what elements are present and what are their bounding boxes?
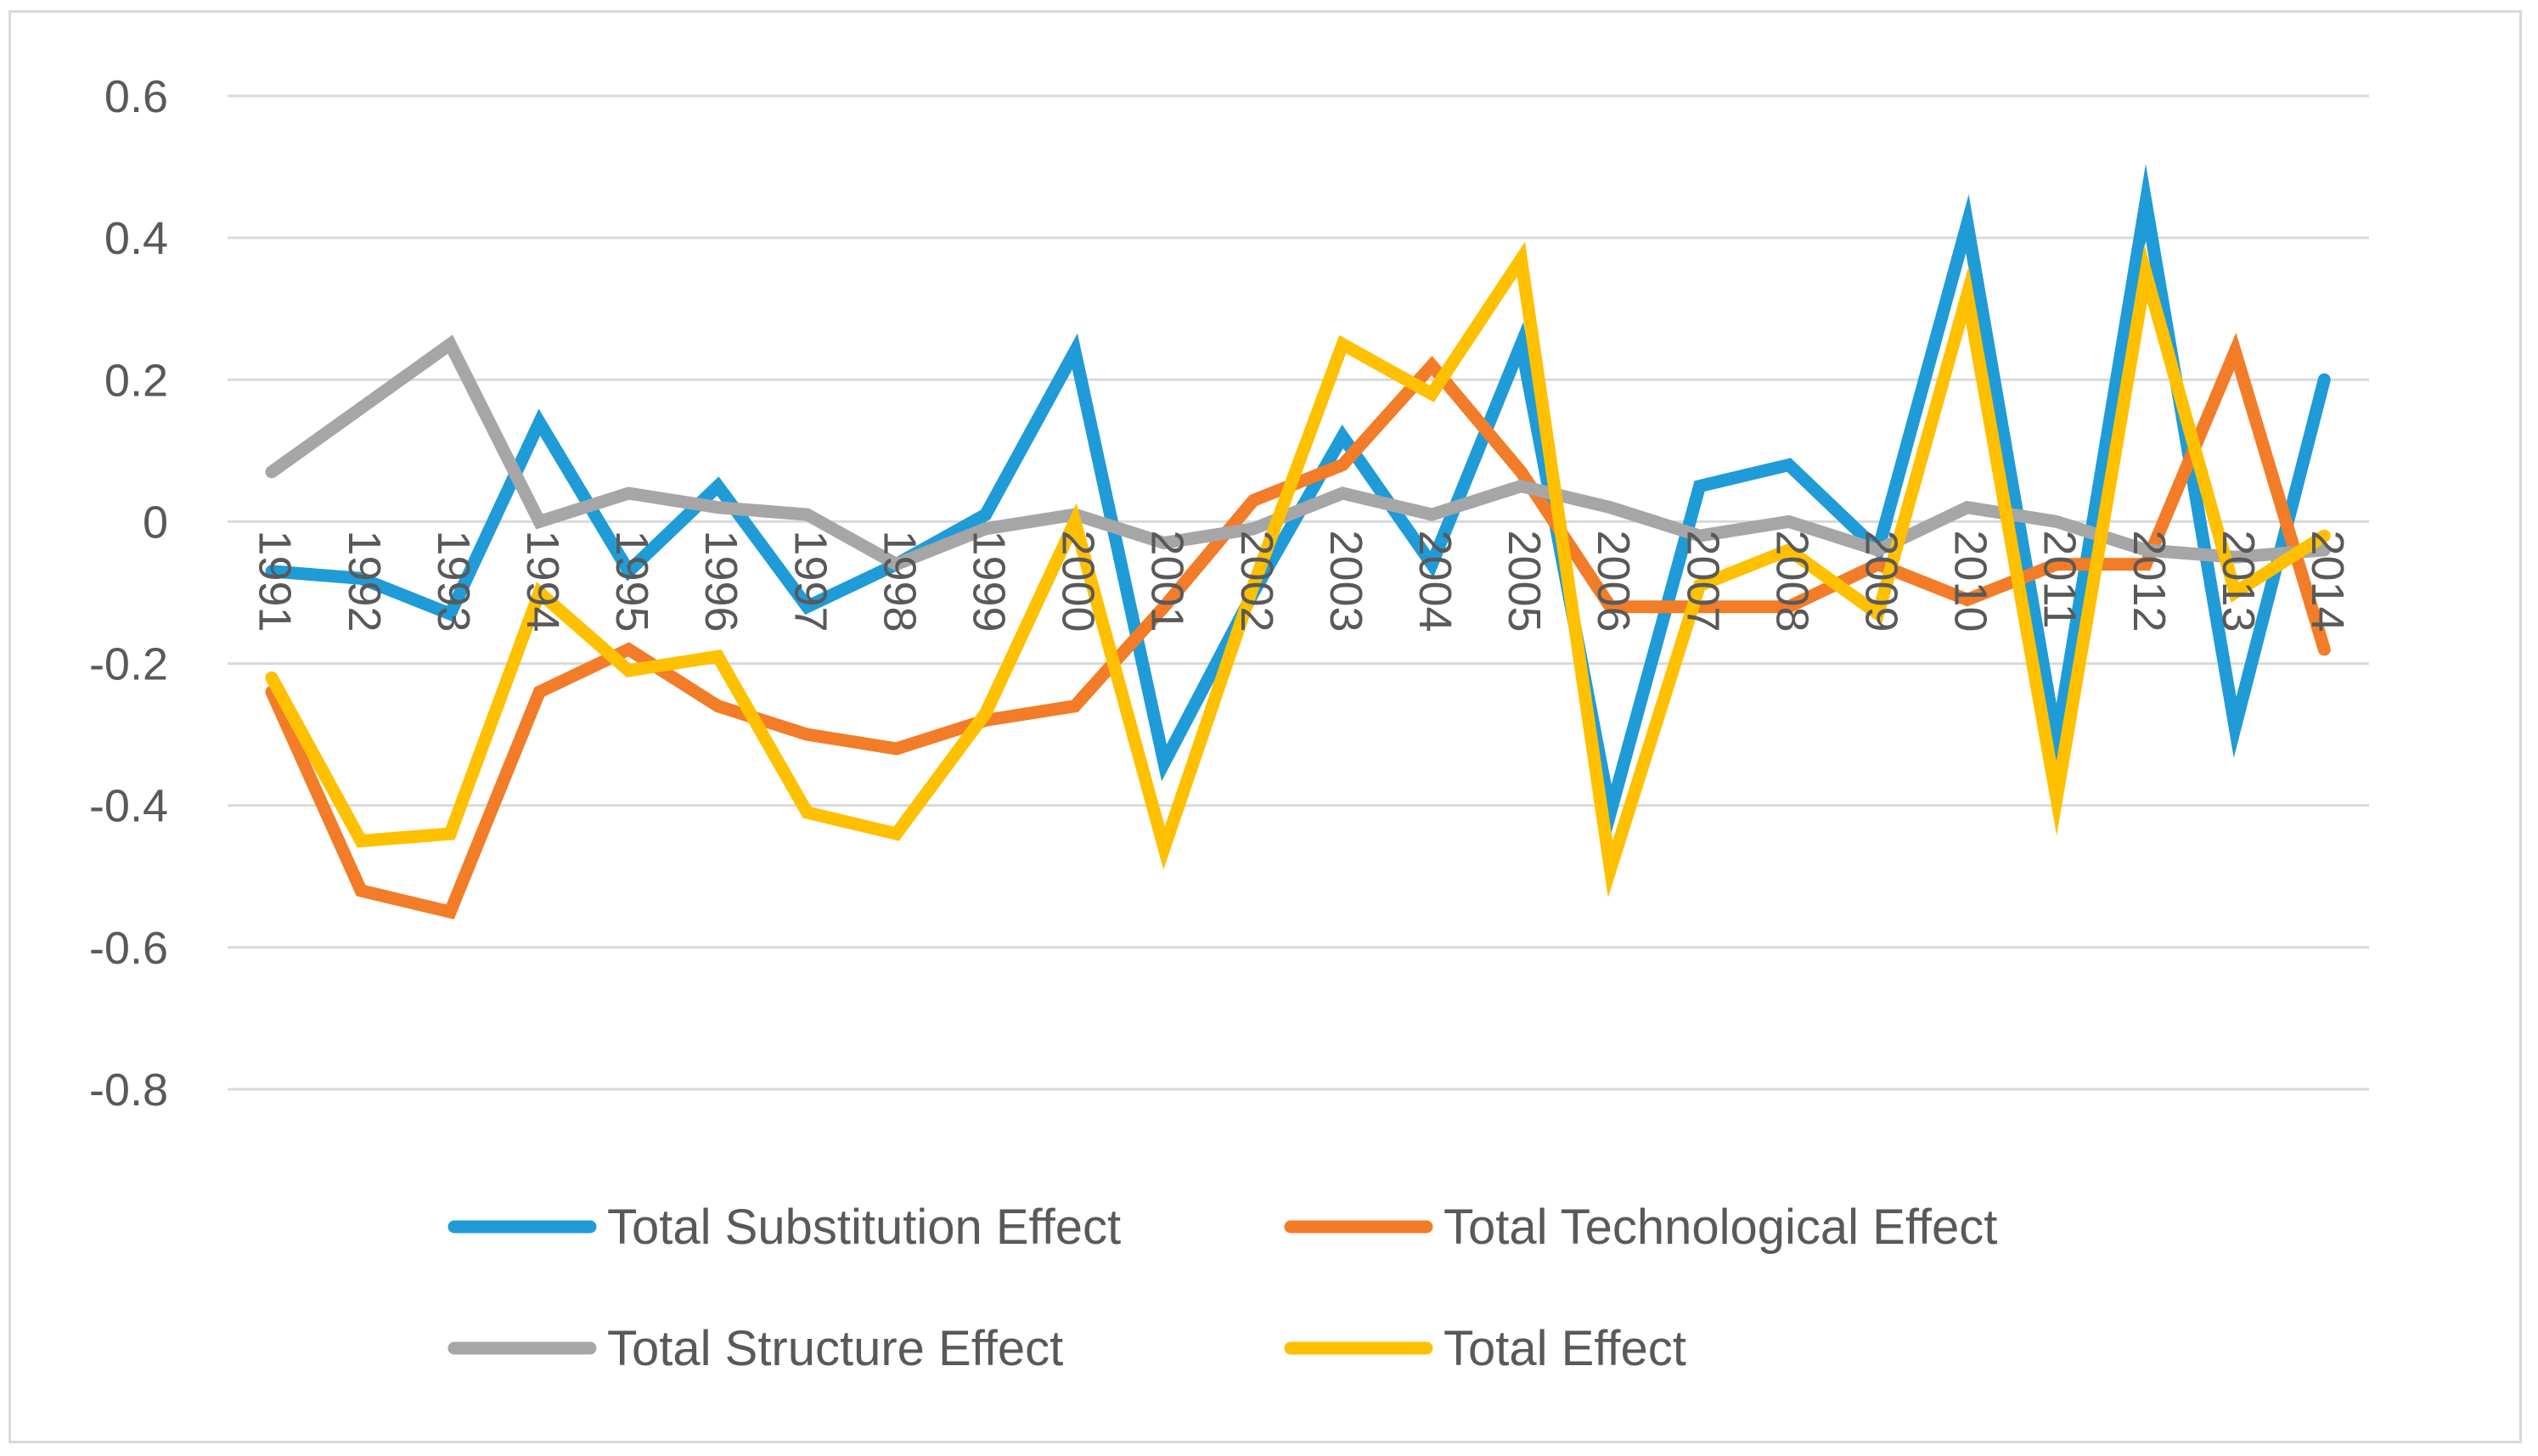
x-tick-label: 1998 <box>874 530 925 632</box>
x-tick-label: 2007 <box>1677 530 1728 632</box>
x-tick-label: 2008 <box>1766 530 1817 632</box>
x-tick-label: 2003 <box>1320 530 1371 632</box>
y-tick-label: -0.8 <box>89 1065 168 1116</box>
legend-label-total-technological-effect: Total Technological Effect <box>1443 1200 1997 1255</box>
x-tick-label: 1992 <box>339 530 390 632</box>
legend-label-total-structure-effect: Total Structure Effect <box>607 1321 1063 1376</box>
series-line-total-structure-effect <box>265 334 2331 571</box>
y-tick-label: 0.2 <box>104 355 168 406</box>
series-line-total-effect <box>265 241 2331 898</box>
y-tick-label: -0.4 <box>89 781 168 832</box>
x-tick-label: 2009 <box>1856 530 1907 632</box>
y-tick-label: 0.6 <box>104 71 168 122</box>
y-tick-label: 0 <box>143 497 168 548</box>
x-tick-label: 2002 <box>1231 530 1282 632</box>
x-tick-label: 2006 <box>1588 530 1639 632</box>
x-tick-label: 2011 <box>2034 530 2085 628</box>
legend-label-total-substitution-effect: Total Substitution Effect <box>607 1200 1121 1255</box>
x-tick-label: 1996 <box>695 530 746 632</box>
x-axis: 1991 1992 1993 1994 1995 1996 1997 1998 1999 2000… <box>250 530 2353 632</box>
x-tick-label: 2001 <box>1142 530 1193 632</box>
y-tick-label: -0.2 <box>89 639 168 690</box>
x-tick-label: 2014 <box>2302 530 2353 632</box>
x-tick-label: 2013 <box>2213 530 2264 632</box>
y-axis: 0.6 0.4 0.2 0 -0.2 -0.4 -0.6 -0.8 <box>89 71 168 1116</box>
y-tick-label: 0.4 <box>104 213 168 264</box>
x-tick-label: 1993 <box>428 530 479 632</box>
x-tick-label: 2010 <box>1945 530 1996 632</box>
x-tick-label: 1997 <box>785 530 836 632</box>
y-tick-label: -0.6 <box>89 923 168 974</box>
legend-label-total-effect: Total Effect <box>1443 1321 1686 1376</box>
legend: Total Substitution Effect Total Technolog… <box>447 1200 1997 1376</box>
chart-frame <box>8 10 2522 1443</box>
x-tick-label: 1999 <box>964 530 1015 632</box>
series-layer <box>265 164 2331 919</box>
x-tick-label: 2000 <box>1053 530 1104 632</box>
x-tick-label: 1994 <box>517 530 568 632</box>
x-tick-label: 2005 <box>1499 530 1550 632</box>
x-tick-label: 1991 <box>250 530 301 632</box>
x-tick-label: 1995 <box>606 530 657 632</box>
x-tick-label: 2004 <box>1410 530 1460 632</box>
x-tick-label: 2012 <box>2124 530 2175 632</box>
